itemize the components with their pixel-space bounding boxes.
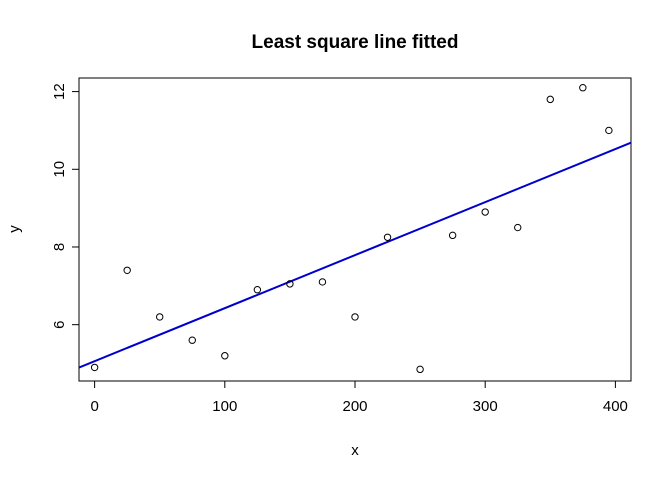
y-tick-label: 6 — [51, 321, 68, 329]
data-point — [351, 313, 359, 321]
x-tick-label: 400 — [603, 398, 628, 415]
y-tick-label: 8 — [51, 243, 68, 251]
data-point — [579, 84, 587, 92]
data-point — [221, 352, 229, 360]
data-point — [188, 336, 196, 344]
plot-area — [78, 77, 632, 382]
x-tick-label: 200 — [342, 398, 367, 415]
data-point — [481, 208, 489, 216]
data-point — [383, 233, 392, 241]
y-tick-label: 10 — [51, 161, 68, 178]
y-axis-label: y — [6, 225, 23, 233]
data-point — [156, 313, 164, 321]
data-point — [605, 126, 613, 135]
data-point — [286, 280, 294, 288]
y-axis: 6 8 10 12 — [51, 83, 80, 329]
data-point — [514, 223, 522, 232]
data-point — [416, 365, 424, 374]
y-tick-label: 12 — [51, 83, 68, 100]
x-tick-label: 300 — [473, 398, 498, 415]
x-axis-label: x — [351, 442, 359, 459]
plot-frame — [78, 77, 632, 382]
x-tick-label: 100 — [212, 398, 237, 415]
data-point — [546, 95, 554, 104]
chart-title: Least square line fitted — [252, 32, 459, 53]
data-point — [448, 231, 457, 240]
fit-line — [79, 141, 631, 369]
data-point — [123, 266, 131, 274]
x-tick-label: 0 — [90, 398, 98, 415]
data-point — [318, 278, 327, 286]
data-point — [253, 286, 262, 294]
data-point — [90, 363, 99, 372]
x-axis: 0 100 200 300 400 — [90, 380, 628, 415]
